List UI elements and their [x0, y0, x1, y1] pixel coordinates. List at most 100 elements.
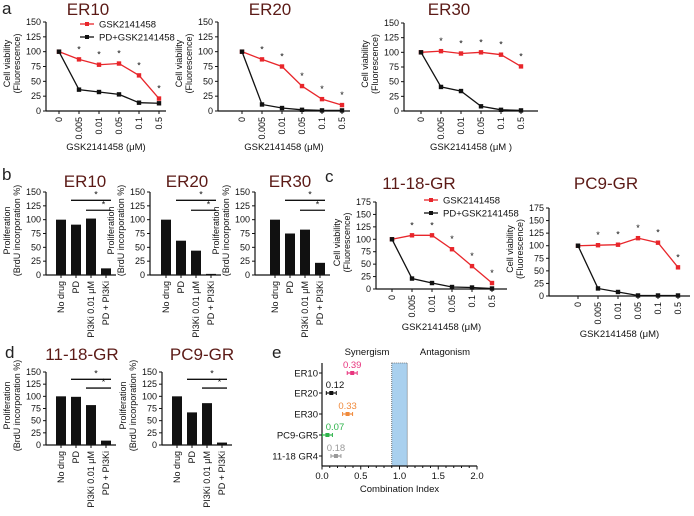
data-point — [518, 64, 524, 69]
significance-star: * — [137, 60, 141, 70]
data-point — [299, 83, 305, 89]
y-tick-label: 50 — [240, 242, 250, 252]
significance-star: * — [97, 50, 101, 60]
x-tick-label: PI3Ki 0.01 μM — [202, 451, 212, 508]
ci-value-label: 0.07 — [326, 422, 345, 433]
chart-a-er30: ER30 0 25 50 75 100 125 150 Cell viability (Fluor… — [360, 0, 538, 153]
y-tick-label: 25 — [135, 256, 145, 266]
data-point — [489, 286, 495, 291]
chart-c-11-18-gr: 11-18-GR 0 25 50 75 100 125 150 175 Cell viabilit… — [332, 174, 519, 333]
legend-marker — [429, 211, 433, 215]
category-label: ER30 — [294, 410, 318, 421]
data-point — [319, 108, 325, 113]
x-tick-label: No drug — [172, 451, 182, 483]
data-point — [116, 61, 122, 66]
y-axis-label: (Fluorescence) — [184, 33, 194, 93]
y-axis-label: Proliferation — [118, 381, 128, 429]
y-tick-label: 75 — [31, 229, 41, 239]
y-tick-label: 100 — [235, 215, 250, 225]
data-point — [438, 48, 444, 54]
data-point — [279, 64, 285, 69]
y-axis-label: Proliferation — [106, 206, 116, 254]
legend-marker — [85, 35, 89, 39]
y-tick-label: 0 — [36, 270, 41, 280]
x-tick-label: 0.05 — [633, 302, 643, 320]
significance-star: * — [450, 234, 454, 244]
x-axis-label: GSK2141458 (μM) — [66, 142, 145, 153]
data-point — [96, 62, 102, 67]
data-point — [575, 243, 581, 248]
bar — [206, 273, 216, 275]
y-tick-label: 25 — [31, 91, 41, 101]
significance-star: * — [218, 377, 222, 387]
y-tick-label: 50 — [147, 416, 157, 426]
ci-point — [345, 412, 350, 416]
bar — [161, 219, 171, 275]
chart-a-er20: ER20 0 25 50 75 100 125 150 Cell viability (Fluor… — [174, 0, 350, 153]
legend-label: GSK2141458 — [99, 20, 156, 31]
x-tick-label: 0.5 — [516, 117, 526, 130]
significance-star: * — [596, 230, 600, 240]
y-tick-label: 100 — [384, 47, 399, 57]
significance-star: * — [77, 44, 81, 54]
bar — [101, 440, 111, 445]
data-point — [449, 247, 455, 252]
y-tick-label: 25 — [534, 278, 544, 288]
ci-point — [333, 454, 338, 458]
series-line-1 — [241, 51, 342, 112]
data-point — [279, 105, 285, 111]
data-point — [339, 102, 345, 108]
significance-star: * — [102, 377, 106, 387]
chart-b-er30: ER30 0 25 50 75 100 125 150 Proliferation (BrdU i… — [211, 172, 330, 338]
significance-star: * — [260, 44, 264, 54]
bar — [86, 405, 96, 445]
y-axis-label: (BrdU incorporation %) — [12, 185, 22, 277]
ci-value-label: 0.39 — [343, 360, 362, 371]
y-tick-label: 75 — [203, 62, 213, 72]
y-tick-label: 125 — [529, 228, 544, 238]
bar — [217, 442, 227, 445]
category-label: ER20 — [294, 389, 318, 400]
x-tick-label: No drug — [270, 281, 280, 313]
category-label: 11-18 GR4 — [272, 452, 318, 463]
data-point — [635, 235, 641, 241]
ci-point — [325, 433, 330, 437]
x-tick-label: No drug — [56, 451, 66, 483]
data-point — [239, 49, 245, 54]
data-point — [56, 49, 62, 54]
data-point — [116, 92, 122, 97]
y-tick-label: 25 — [361, 272, 371, 282]
significance-star: * — [676, 252, 680, 262]
y-tick-label: 150 — [235, 187, 250, 197]
chart-title: ER20 — [166, 172, 209, 191]
legend-label: GSK2141458 — [443, 196, 500, 207]
data-point — [655, 293, 661, 298]
x-tick-label: PI3Ki 0.01 μM — [86, 451, 96, 508]
x-tick-label: 0 — [387, 295, 397, 300]
antagonism-label: Antagonism — [420, 347, 470, 358]
data-point — [438, 84, 444, 90]
data-point — [418, 50, 424, 55]
x-tick-label: PD + PI3Ki — [206, 281, 216, 325]
ci-point — [350, 371, 355, 375]
y-tick-label: 150 — [384, 18, 399, 28]
additivity-band — [391, 362, 408, 467]
data-point — [429, 280, 435, 286]
data-point — [635, 293, 641, 298]
panel-label-a: a — [2, 0, 12, 18]
x-tick-label: 0.005 — [407, 295, 417, 318]
bar — [187, 412, 197, 445]
x-tick-label: 0.05 — [114, 117, 124, 135]
data-point — [136, 100, 142, 105]
x-axis-label: GSK2141458 (μM) — [244, 142, 323, 153]
data-point — [469, 285, 475, 290]
y-tick-label: 175 — [356, 197, 371, 207]
y-tick-label: 0 — [152, 440, 157, 450]
significance-star: * — [300, 71, 304, 81]
y-axis-label: Cell viability — [174, 39, 184, 87]
y-tick-label: 0 — [208, 106, 213, 116]
y-axis-label: (Fluorescence) — [342, 212, 352, 272]
data-point — [259, 102, 265, 107]
significance-star: * — [656, 228, 660, 238]
